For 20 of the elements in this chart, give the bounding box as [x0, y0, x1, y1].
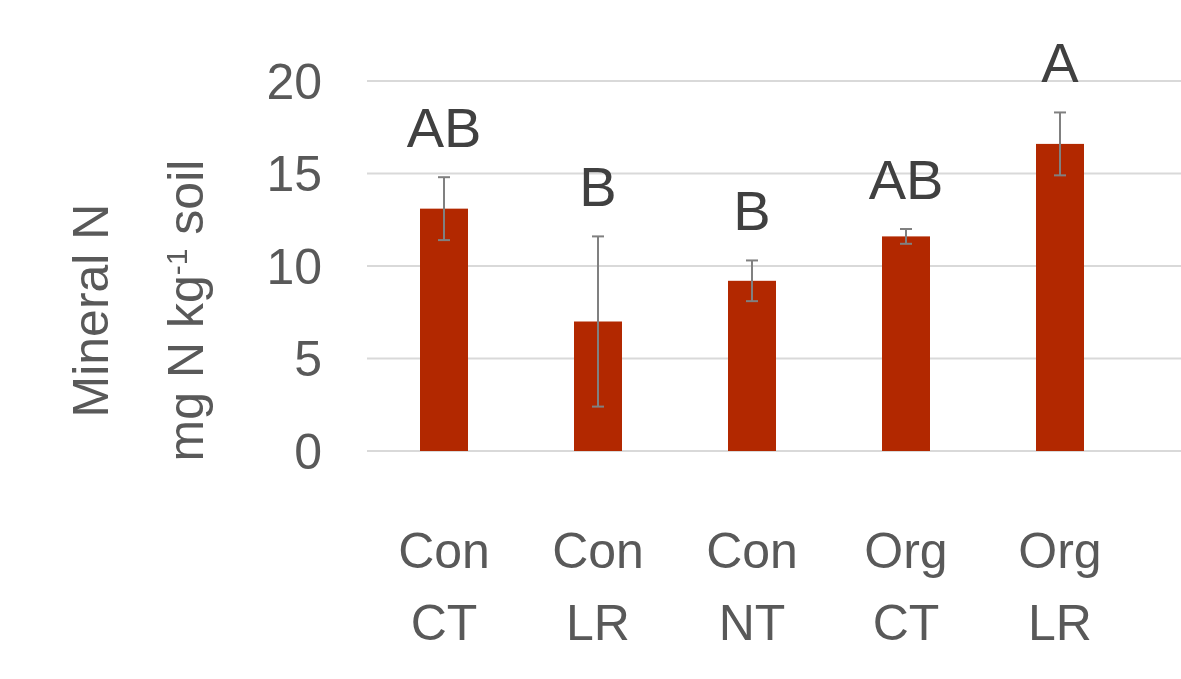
x-tick-label: Con NT [706, 523, 798, 651]
bar [1036, 143, 1084, 451]
bar [728, 280, 776, 451]
annotation: B [733, 179, 771, 243]
bar [882, 236, 930, 451]
x-tick-label: Org LR [1018, 523, 1102, 651]
x-tick-label: Con LR [552, 523, 644, 651]
annotation: AB [868, 147, 944, 211]
bar [574, 321, 622, 451]
bar [420, 208, 468, 451]
y-tick-label: 5 [294, 331, 322, 387]
y-tick-label: 0 [294, 423, 322, 480]
x-tick-label: Con CT [398, 523, 490, 651]
annotation: B [579, 155, 617, 218]
annotation: AB [406, 95, 482, 159]
y-tick-label: 10 [266, 238, 322, 295]
y-tick-label: 15 [266, 146, 322, 202]
x-tick-label: Org CT [864, 523, 948, 651]
annotation: A [1041, 31, 1080, 95]
y-tick-label: 20 [266, 53, 322, 110]
